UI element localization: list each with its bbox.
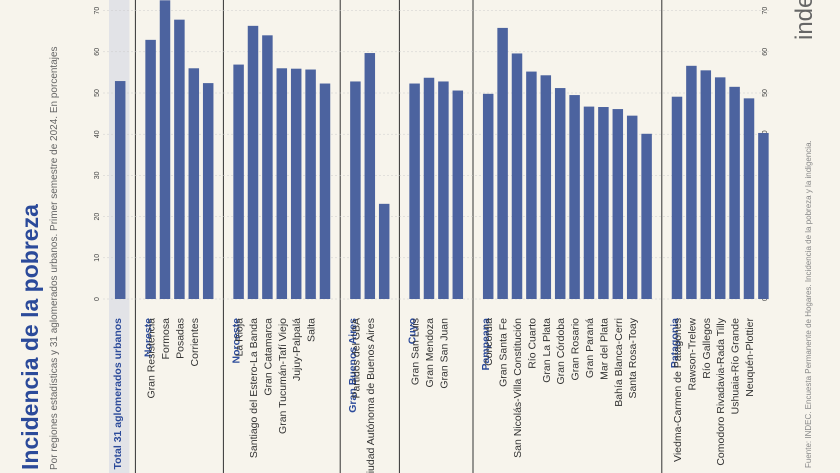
page-subtitle: Por regiones estadísticas y 31 aglomerad… — [49, 46, 60, 470]
category-label-2-2: Gran Catamarca — [262, 318, 274, 396]
bar-4-0 — [409, 83, 420, 299]
category-label-5-9: Bahía Blanca-Cerri — [613, 318, 625, 407]
bar-2-1 — [247, 25, 259, 300]
group-separators — [134, 0, 663, 473]
bar-6-4 — [729, 86, 740, 299]
category-label-1-0: Gran Resistencia — [146, 318, 158, 399]
bar-5-4 — [540, 75, 552, 299]
category-label-2-5: Salta — [306, 318, 318, 342]
bar-5-11 — [641, 133, 652, 299]
category-labels: Total 31 aglomerados urbanos NoresteGran … — [112, 317, 756, 473]
bar-6-3 — [714, 77, 726, 300]
bar-6-2 — [700, 70, 712, 299]
category-label-5-6: Gran Rosario — [570, 318, 582, 381]
category-label-1-3: Corrientes — [189, 318, 201, 366]
category-label-2-4: Jujuy-Palpalá — [291, 318, 303, 381]
tick-label: 30 — [94, 171, 101, 179]
page-title: Incidencia de la pobreza — [17, 204, 43, 470]
tick-label: 70 — [94, 7, 101, 15]
tick-label: 10 — [94, 254, 101, 262]
bar-5-6 — [569, 95, 580, 299]
bars — [114, 0, 769, 300]
bar-5-5 — [554, 88, 566, 299]
category-label-5-3: Río Cuarto — [526, 318, 538, 369]
indec-logo: indec — [791, 0, 818, 40]
bar-1-1 — [159, 0, 171, 300]
category-label-3-1: Ciudad Autónoma de Buenos Aires — [365, 318, 377, 473]
bar-5-0 — [482, 93, 494, 299]
category-label-1-2: Posadas — [174, 318, 186, 359]
bar-2-3 — [276, 68, 288, 299]
bar-3-0 — [350, 81, 361, 300]
bar-5-8 — [598, 107, 609, 300]
category-label-5-4: Gran La Plata — [541, 318, 553, 383]
tick-label: 20 — [94, 213, 101, 221]
bar-0-0 — [114, 81, 126, 299]
bar-5-7 — [583, 106, 595, 299]
tick-label: 0 — [94, 297, 101, 301]
bar-1-3 — [188, 68, 200, 299]
bar-3-2 — [378, 203, 390, 299]
category-label-6-3: Comodoro Rivadavia-Rada Tilly — [715, 317, 727, 465]
category-label-5-7: Gran Paraná — [584, 318, 596, 378]
bar-6-5 — [743, 98, 755, 299]
tick-label: 40 — [94, 130, 101, 138]
bar-4-3 — [452, 90, 464, 299]
bar-2-5 — [305, 69, 316, 300]
bar-1-4 — [202, 83, 214, 299]
bar-5-3 — [526, 71, 537, 300]
category-label-3-0: Partidos del GBA — [350, 318, 362, 399]
category-label-5-2: San Nicolás-Villa Constitución — [512, 318, 524, 458]
category-label-5-10: Santa Rosa-Toay — [627, 317, 639, 398]
bar-4-1 — [423, 77, 435, 299]
category-label-6-5: Neuquén-Plottier — [744, 317, 756, 396]
category-label-4-1: Gran Mendoza — [424, 318, 436, 388]
source-note: Fuente: INDEC. Encuesta Permanente de Ho… — [804, 140, 813, 468]
bar-1-2 — [174, 19, 185, 299]
bar-4-2 — [438, 81, 449, 300]
bar-5-1 — [497, 27, 508, 300]
group-label-0: Total 31 aglomerados urbanos — [112, 318, 124, 470]
category-label-2-0: La Rioja — [234, 318, 246, 357]
bar-2-4 — [290, 68, 302, 299]
bar-6-6 — [758, 132, 769, 299]
bar-5-10 — [626, 115, 638, 299]
tick-label: 60 — [94, 48, 101, 56]
group-label-6: Patagonia — [669, 318, 681, 368]
category-label-6-4: Ushuaia-Río Grande — [730, 318, 742, 414]
category-label-6-2: Río Gallegos — [701, 318, 713, 379]
group-label-5: Pampeana — [480, 318, 492, 371]
bar-5-9 — [612, 109, 624, 300]
tick-label: 50 — [762, 89, 769, 97]
category-label-5-5: Gran Córdoba — [555, 318, 567, 385]
group-label-2: Noroeste — [230, 318, 242, 364]
bar-5-2 — [511, 53, 523, 299]
category-label-6-1: Rawson-Trelew — [686, 318, 698, 391]
category-label-6-0: Viedma-Carmen de Patagones — [672, 318, 684, 462]
category-label-5-0: Concordia — [483, 318, 495, 366]
bar-6-1 — [686, 65, 697, 299]
bar-1-0 — [145, 39, 156, 300]
category-label-1-1: Formosa — [160, 318, 172, 360]
bar-2-0 — [233, 64, 244, 300]
category-label-2-3: Gran Tucumán-Tafí Viejo — [277, 318, 289, 434]
tick-label: 60 — [762, 48, 769, 56]
category-label-4-2: Gran San Juan — [438, 318, 450, 389]
category-label-2-1: Santiago del Estero-La Banda — [248, 318, 260, 458]
bar-6-0 — [671, 96, 683, 299]
tick-label: 50 — [94, 89, 101, 97]
category-label-5-8: Mar del Plata — [598, 318, 610, 380]
category-label-5-1: Gran Santa Fe — [498, 318, 510, 387]
group-label-3: Gran Buenos Aires — [347, 318, 359, 413]
bar-2-2 — [262, 35, 273, 299]
category-label-4-0: Gran San Luis — [410, 318, 422, 385]
tick-label: 70 — [762, 7, 769, 15]
bar-2-6 — [319, 83, 331, 299]
bar-3-1 — [364, 53, 376, 300]
group-label-4: Cuyo — [406, 318, 418, 344]
group-label-1: Noreste — [142, 318, 154, 357]
